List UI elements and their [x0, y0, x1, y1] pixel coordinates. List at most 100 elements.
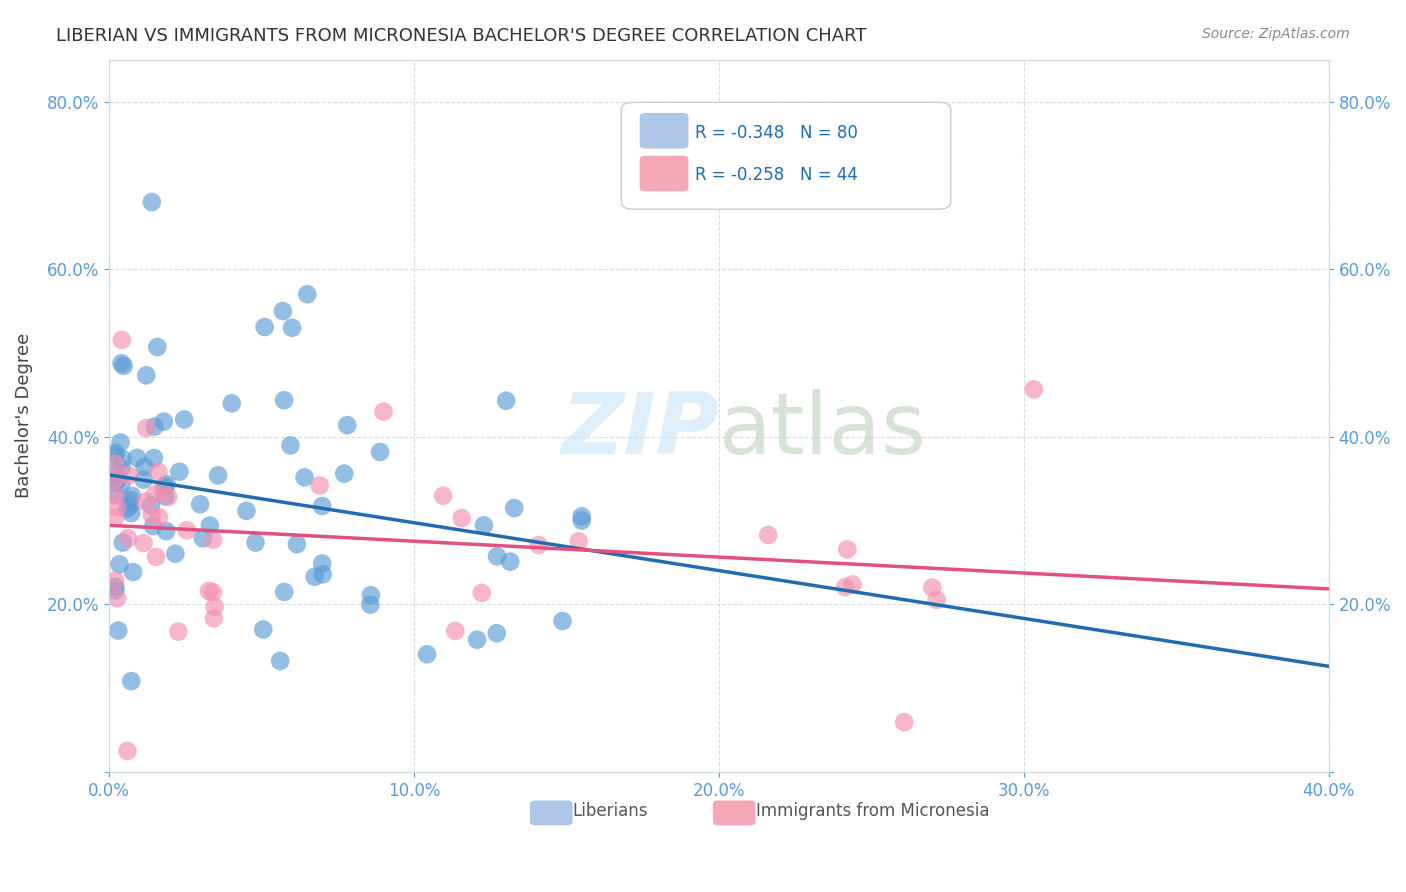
Liberians [156, 477, 179, 491]
Liberians [472, 518, 495, 533]
Liberians [486, 549, 509, 564]
Liberians [273, 585, 295, 599]
Liberians [107, 624, 129, 638]
Liberians [499, 555, 522, 569]
Immigrants from Micronesia [134, 494, 156, 508]
Text: LIBERIAN VS IMMIGRANTS FROM MICRONESIA BACHELOR'S DEGREE CORRELATION CHART: LIBERIAN VS IMMIGRANTS FROM MICRONESIA B… [56, 27, 866, 45]
Text: Liberians: Liberians [572, 802, 648, 820]
Liberians [416, 648, 439, 662]
Liberians [360, 588, 382, 602]
Liberians [359, 598, 381, 612]
Immigrants from Micronesia [152, 483, 174, 498]
Liberians [117, 501, 139, 516]
Liberians [304, 570, 326, 584]
Immigrants from Micronesia [141, 508, 163, 522]
Immigrants from Micronesia [450, 511, 472, 525]
Liberians [269, 654, 291, 668]
Immigrants from Micronesia [143, 487, 166, 501]
Immigrants from Micronesia [925, 592, 948, 607]
Liberians [280, 438, 302, 452]
Immigrants from Micronesia [104, 574, 127, 588]
Liberians [155, 524, 177, 538]
Text: R = -0.258   N = 44: R = -0.258 N = 44 [695, 167, 858, 185]
Liberians [104, 446, 127, 460]
Liberians [110, 435, 132, 450]
Immigrants from Micronesia [432, 489, 454, 503]
Immigrants from Micronesia [176, 524, 198, 538]
Liberians [104, 475, 127, 490]
Liberians [294, 470, 316, 484]
Immigrants from Micronesia [198, 584, 221, 599]
Liberians [571, 509, 593, 524]
Liberians [571, 514, 593, 528]
Liberians [207, 468, 229, 483]
Liberians [495, 393, 517, 408]
Immigrants from Micronesia [527, 538, 550, 552]
Liberians [153, 489, 176, 503]
FancyBboxPatch shape [713, 800, 755, 825]
Immigrants from Micronesia [202, 611, 225, 625]
Liberians [110, 477, 132, 491]
Liberians [311, 557, 333, 571]
Liberians [108, 558, 131, 572]
FancyBboxPatch shape [640, 156, 689, 192]
Liberians [125, 450, 148, 465]
Immigrants from Micronesia [104, 489, 127, 503]
Immigrants from Micronesia [105, 591, 128, 606]
Liberians [235, 504, 257, 518]
FancyBboxPatch shape [530, 800, 572, 825]
Liberians [121, 489, 143, 503]
Liberians [271, 304, 294, 318]
Liberians [169, 465, 191, 479]
Immigrants from Micronesia [132, 536, 155, 550]
Liberians [253, 320, 276, 334]
Liberians [104, 580, 127, 594]
Liberians [297, 287, 319, 301]
Liberians [110, 356, 132, 370]
Liberians [135, 368, 157, 383]
Liberians [551, 614, 574, 628]
Liberians [104, 487, 127, 501]
Liberians [285, 537, 308, 551]
Text: Immigrants from Micronesia: Immigrants from Micronesia [755, 802, 988, 820]
Immigrants from Micronesia [202, 585, 225, 599]
Liberians [104, 583, 127, 598]
Y-axis label: Bachelor's Degree: Bachelor's Degree [15, 333, 32, 499]
Immigrants from Micronesia [921, 581, 943, 595]
Liberians [142, 450, 165, 465]
Immigrants from Micronesia [373, 404, 395, 418]
Text: R = -0.348   N = 80: R = -0.348 N = 80 [695, 124, 858, 142]
Liberians [485, 626, 508, 640]
Liberians [188, 497, 211, 511]
Immigrants from Micronesia [893, 715, 915, 730]
Liberians [221, 396, 243, 410]
Liberians [110, 461, 132, 475]
Immigrants from Micronesia [135, 421, 157, 435]
Immigrants from Micronesia [837, 542, 859, 557]
Liberians [105, 473, 128, 487]
Liberians [165, 547, 187, 561]
Immigrants from Micronesia [118, 468, 141, 483]
Immigrants from Micronesia [204, 599, 226, 614]
Immigrants from Micronesia [104, 457, 127, 471]
Liberians [134, 459, 156, 474]
Immigrants from Micronesia [105, 500, 128, 515]
Immigrants from Micronesia [111, 333, 134, 347]
Liberians [142, 519, 165, 533]
Immigrants from Micronesia [308, 478, 330, 492]
Liberians [120, 492, 142, 507]
Liberians [146, 340, 169, 354]
Immigrants from Micronesia [444, 624, 467, 638]
Liberians [153, 479, 176, 493]
Liberians [112, 359, 135, 373]
Text: ZIP: ZIP [561, 389, 718, 472]
Immigrants from Micronesia [471, 586, 494, 600]
Liberians [120, 506, 142, 520]
Liberians [368, 445, 391, 459]
Immigrants from Micronesia [104, 472, 127, 486]
Liberians [104, 448, 127, 462]
Immigrants from Micronesia [148, 510, 170, 524]
Liberians [104, 466, 127, 480]
Immigrants from Micronesia [104, 510, 127, 524]
Liberians [143, 419, 166, 434]
